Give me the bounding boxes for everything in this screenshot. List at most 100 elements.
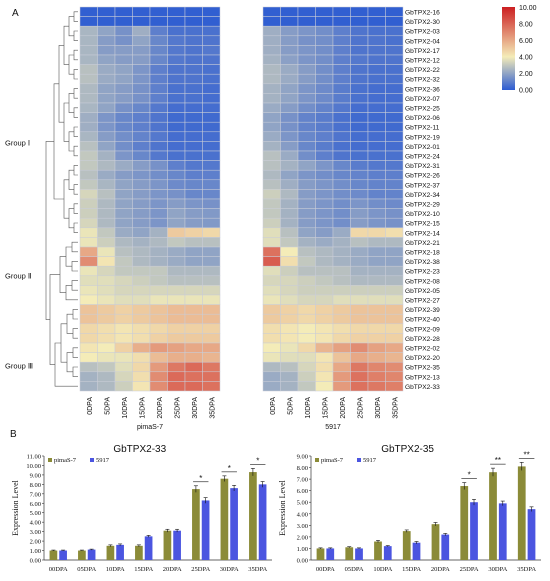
- heatmap-cell: [167, 189, 186, 200]
- heatmap-cell: [97, 64, 116, 75]
- heatmap-cell: [184, 333, 203, 344]
- heatmap-cell: [262, 54, 281, 65]
- heatmap-cell: [132, 64, 151, 75]
- heatmap-cell: [350, 313, 369, 325]
- heatmap-cell: [202, 285, 221, 296]
- heatmap-cell: [149, 294, 168, 305]
- bar: [412, 542, 421, 560]
- heatmap-cell: [167, 285, 186, 296]
- heatmap-cell: [280, 198, 299, 209]
- heatmap-cell: [367, 256, 386, 267]
- heatmap-cell: [385, 160, 404, 171]
- heatmap-cell: [367, 217, 386, 229]
- heatmap-cell: [385, 141, 404, 152]
- heatmap-cell: [280, 237, 299, 248]
- heatmap-cell: [132, 275, 151, 286]
- heatmap-cell: [280, 217, 299, 229]
- dendrogram-branch: [73, 88, 78, 99]
- heatmap-cell: [262, 265, 281, 277]
- heatmap-cell: [79, 304, 98, 315]
- heatmap-cell: [367, 6, 386, 17]
- heatmap-cell: [297, 313, 316, 325]
- gene-label: GbTPX2-20: [405, 355, 440, 362]
- heatmap-cell: [149, 304, 168, 315]
- heatmap-cell: [350, 83, 369, 94]
- heatmap-cell: [280, 102, 299, 113]
- heatmap-cell: [332, 45, 351, 56]
- heatmap-cell: [297, 160, 316, 171]
- y-axis-label: Expression Level: [11, 479, 20, 536]
- heatmap-cell: [132, 6, 151, 17]
- heatmap: 0DPA 5DPA 10DPA 15DPA 20DPA 25DPA 30DPA 35DPA pi…: [79, 6, 440, 431]
- heatmap-cell: [350, 352, 369, 363]
- heatmap-cell: [132, 54, 151, 65]
- heatmap-cell: [315, 150, 334, 161]
- heatmap-cell: [132, 179, 151, 190]
- heatmap-cell: [149, 35, 168, 46]
- y-tick-label: 3.00: [297, 523, 308, 530]
- heatmap-cell: [262, 6, 281, 17]
- heatmap-cell: [184, 313, 203, 325]
- heatmap-cell: [332, 285, 351, 296]
- heatmap-cell: [97, 256, 116, 267]
- y-tick-label: 8.00: [297, 465, 308, 472]
- heatmap-cell: [202, 198, 221, 209]
- heatmap-cell: [132, 361, 151, 373]
- heatmap-cell: [297, 352, 316, 363]
- heatmap-cell: [149, 73, 168, 85]
- heatmap-cell: [132, 131, 151, 142]
- legend-label: pimaS-7: [321, 457, 344, 464]
- heatmap-cell: [184, 361, 203, 373]
- gene-label: GbTPX2-04: [405, 38, 440, 45]
- heatmap-cell: [97, 102, 116, 113]
- heatmap-cell: [385, 237, 404, 248]
- heatmap-cell: [385, 333, 404, 344]
- heatmap-cell: [79, 313, 98, 325]
- heatmap-cell: [184, 352, 203, 363]
- column-label: 30DPA: [192, 397, 199, 419]
- heatmap-cell: [367, 150, 386, 161]
- heatmap-cell: [149, 169, 168, 181]
- heatmap-cell: [167, 45, 186, 56]
- bar: [498, 503, 507, 560]
- heatmap-cell: [184, 198, 203, 209]
- heatmap-cell: [332, 342, 351, 353]
- heatmap-cell: [385, 83, 404, 94]
- heatmap-cell: [167, 246, 186, 257]
- heatmap-cell: [262, 333, 281, 344]
- group-label: Group Ⅲ: [5, 362, 33, 371]
- heatmap-cell: [280, 256, 299, 267]
- heatmap-cell: [262, 323, 281, 334]
- x-tick-label: 25DPA: [460, 566, 479, 573]
- heatmap-cell: [367, 25, 386, 37]
- heatmap-cell: [315, 342, 334, 353]
- heatmap-cell: [385, 352, 404, 363]
- heatmap-cell: [132, 112, 151, 123]
- heatmap-cell: [202, 237, 221, 248]
- heatmap-cell: [114, 217, 133, 229]
- heatmap-cell: [262, 83, 281, 94]
- heatmap-cell: [332, 246, 351, 257]
- heatmap-cell: [132, 150, 151, 161]
- heatmap-cell: [132, 16, 151, 27]
- heatmap-cell: [367, 323, 386, 334]
- heatmap-cell: [167, 371, 186, 382]
- heatmap-cell: [202, 73, 221, 85]
- heatmap-cell: [280, 64, 299, 75]
- heatmap-cell: [132, 169, 151, 181]
- heatmap-cell: [297, 208, 316, 219]
- heatmap-cell: [167, 294, 186, 305]
- colorbar-tick: 2.00: [519, 71, 533, 78]
- column-label: 10DPA: [305, 397, 312, 419]
- heatmap-cell: [184, 304, 203, 315]
- gene-label: GbTPX2-31: [405, 163, 440, 170]
- heatmap-cell: [315, 208, 334, 219]
- heatmap-cell: [114, 6, 133, 17]
- heatmap-cell: [114, 294, 133, 305]
- heatmap-cell: [315, 83, 334, 94]
- heatmap-cell: [132, 217, 151, 229]
- heatmap-cell: [297, 73, 316, 85]
- column-label: 25DPA: [357, 397, 364, 419]
- heatmap-cell: [262, 371, 281, 382]
- y-tick-label: 2.00: [297, 534, 308, 541]
